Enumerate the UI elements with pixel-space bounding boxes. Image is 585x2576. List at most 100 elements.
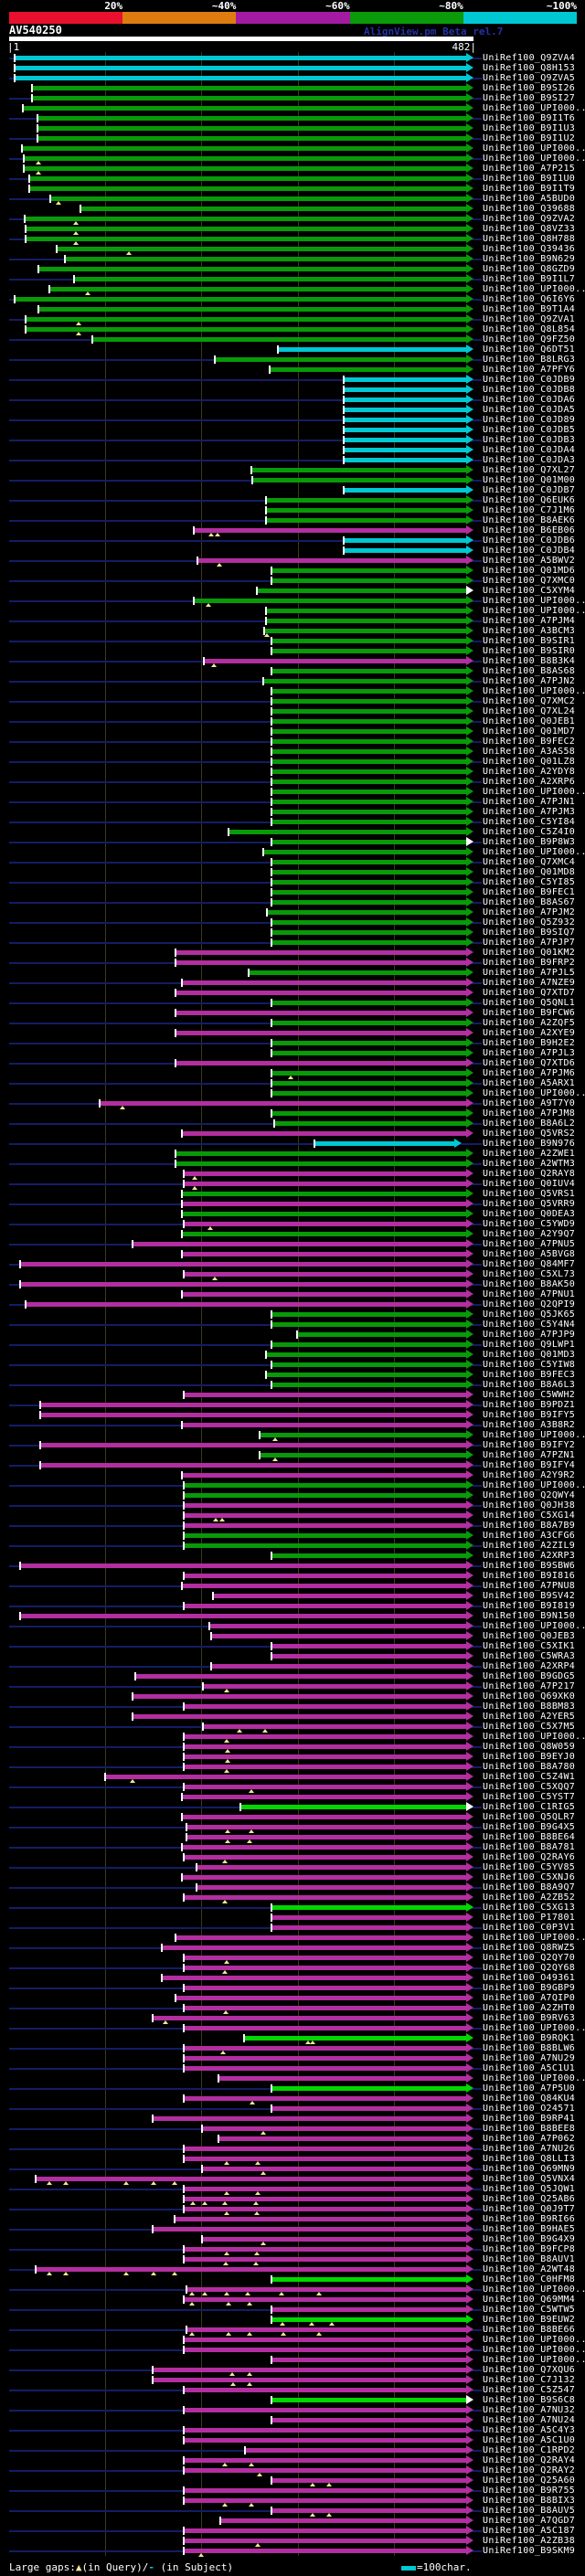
subject-label[interactable]: UniRef100_Q5VRS1 <box>483 1188 576 1199</box>
subject-label[interactable]: UniRef100_A7QGD7 <box>483 2515 576 2526</box>
subject-label[interactable]: UniRef100_B9I1T9 <box>483 183 576 194</box>
alignment-bar[interactable] <box>184 1733 466 1739</box>
subject-label[interactable]: UniRef100_B9RP41 <box>483 2113 576 2124</box>
subject-label[interactable]: UniRef100_Q69MN9 <box>483 2163 576 2174</box>
alignment-bar[interactable] <box>91 336 466 342</box>
alignment-bar[interactable] <box>184 2427 466 2433</box>
subject-label[interactable]: UniRef100_Q8L854 <box>483 323 576 334</box>
alignment-bar[interactable] <box>271 1311 466 1317</box>
alignment-bar[interactable] <box>73 276 466 281</box>
alignment-bar[interactable] <box>271 819 466 824</box>
alignment-bar[interactable] <box>175 1030 466 1035</box>
alignment-bar[interactable] <box>184 2186 466 2191</box>
subject-label[interactable]: UniRef100_B9SKM9 <box>483 2545 576 2556</box>
alignment-bar[interactable] <box>175 1935 466 1940</box>
alignment-bar[interactable] <box>271 1070 466 1076</box>
subject-label[interactable]: UniRef100_C5Z4I0 <box>483 826 576 837</box>
alignment-bar[interactable] <box>344 447 466 452</box>
alignment-bar[interactable] <box>184 1754 466 1759</box>
subject-label[interactable]: UniRef100_A2Y9R2 <box>483 1469 576 1480</box>
subject-label[interactable]: UniRef100_A7PJM6 <box>483 1067 576 1078</box>
subject-label[interactable]: UniRef100_A7PNU5 <box>483 1238 576 1249</box>
alignment-bar[interactable] <box>50 196 466 201</box>
subject-label[interactable]: UniRef100_B8AUV1 <box>483 2253 576 2264</box>
subject-label[interactable]: UniRef100_A3B8R2 <box>483 1419 576 1430</box>
subject-label[interactable]: UniRef100_B9SV42 <box>483 1590 576 1601</box>
alignment-bar[interactable] <box>344 427 466 432</box>
alignment-bar[interactable] <box>271 2357 466 2362</box>
subject-label[interactable]: UniRef100_B9G4X9 <box>483 2233 576 2244</box>
alignment-bar[interactable] <box>37 135 466 141</box>
subject-label[interactable]: UniRef100_Q8RWZ5 <box>483 1942 576 1953</box>
alignment-bar[interactable] <box>182 1231 466 1236</box>
alignment-bar[interactable] <box>182 1472 466 1478</box>
subject-label[interactable]: UniRef100_B8A781 <box>483 1841 576 1852</box>
subject-label[interactable]: UniRef100_Q0DEA3 <box>483 1208 576 1219</box>
alignment-bar[interactable] <box>184 1854 466 1860</box>
alignment-bar[interactable] <box>184 1603 466 1608</box>
alignment-bar[interactable] <box>184 1985 466 1990</box>
subject-label[interactable]: UniRef100_A3CFG6 <box>483 1530 576 1541</box>
subject-label[interactable]: UniRef100_C5XG13 <box>483 1902 576 1913</box>
alignment-bar[interactable] <box>196 1884 466 1890</box>
subject-label[interactable]: UniRef100_C0JDB5 <box>483 424 576 435</box>
subject-label[interactable]: UniRef100_C5XIK1 <box>483 1640 576 1651</box>
alignment-bar[interactable] <box>39 1412 466 1417</box>
subject-label[interactable]: UniRef100_Q01KM2 <box>483 947 576 958</box>
subject-label[interactable]: UniRef100_Q5JK65 <box>483 1309 576 1320</box>
alignment-bar[interactable] <box>270 366 466 372</box>
alignment-bar[interactable] <box>184 2206 466 2211</box>
alignment-bar[interactable] <box>182 980 466 985</box>
alignment-bar[interactable] <box>15 55 466 60</box>
subject-label[interactable]: UniRef100_UPI000.. <box>483 2354 585 2365</box>
subject-label[interactable]: UniRef100_A2XRP3 <box>483 1550 576 1561</box>
subject-label[interactable]: UniRef100_Q2RAY6 <box>483 1851 576 1862</box>
subject-label[interactable]: UniRef100_C5YV85 <box>483 1861 576 1872</box>
subject-label[interactable]: UniRef100_A2YDY8 <box>483 766 576 777</box>
alignment-bar[interactable] <box>265 1352 466 1357</box>
alignment-bar[interactable] <box>100 1100 466 1106</box>
subject-label[interactable]: UniRef100_C0JD89 <box>483 414 576 425</box>
subject-label[interactable]: UniRef100_Q9ZVA2 <box>483 213 576 224</box>
subject-label[interactable]: UniRef100_C5YST7 <box>483 1791 576 1802</box>
alignment-bar[interactable] <box>37 115 466 121</box>
subject-label[interactable]: UniRef100_A7PJM4 <box>483 615 576 626</box>
subject-label[interactable]: UniRef100_Q8GZD9 <box>483 263 576 274</box>
subject-label[interactable]: UniRef100_Q01MD7 <box>483 726 576 737</box>
alignment-bar[interactable] <box>182 1130 466 1136</box>
subject-label[interactable]: UniRef100_UPI000.. <box>483 102 585 113</box>
subject-label[interactable]: UniRef100_Q8LLI3 <box>483 2153 576 2164</box>
subject-label[interactable]: UniRef100_Q7XL24 <box>483 705 576 716</box>
subject-label[interactable]: UniRef100_A7PJN2 <box>483 675 576 686</box>
subject-label[interactable]: UniRef100_B9IFY4 <box>483 1459 576 1470</box>
alignment-bar[interactable] <box>15 65 466 70</box>
subject-label[interactable]: UniRef100_A2ZB38 <box>483 2535 576 2546</box>
alignment-bar[interactable] <box>182 1211 466 1216</box>
subject-label[interactable]: UniRef100_UPI000.. <box>483 1731 585 1742</box>
subject-label[interactable]: UniRef100_Q01MD8 <box>483 866 576 877</box>
alignment-bar[interactable] <box>218 2136 466 2141</box>
alignment-bar[interactable] <box>271 899 466 905</box>
subject-label[interactable]: UniRef100_Q2RAY8 <box>483 1168 576 1179</box>
subject-label[interactable]: UniRef100_Q6I6Y6 <box>483 293 576 304</box>
subject-label[interactable]: UniRef100_A2YER5 <box>483 1711 576 1722</box>
subject-label[interactable]: UniRef100_B8A6L2 <box>483 1118 576 1129</box>
subject-label[interactable]: UniRef100_A2ZWE1 <box>483 1148 576 1159</box>
alignment-bar[interactable] <box>240 1804 466 1809</box>
alignment-bar[interactable] <box>184 1573 466 1578</box>
alignment-bar[interactable] <box>243 2035 466 2041</box>
alignment-bar[interactable] <box>153 2377 466 2382</box>
subject-label[interactable]: UniRef100_O49361 <box>483 1972 576 1983</box>
subject-label[interactable]: UniRef100_A5C187 <box>483 2525 576 2536</box>
subject-label[interactable]: UniRef100_A7PJP9 <box>483 1329 576 1340</box>
subject-label[interactable]: UniRef100_Q25A60 <box>483 2475 576 2486</box>
alignment-bar[interactable] <box>80 206 466 211</box>
alignment-bar[interactable] <box>175 1161 466 1166</box>
alignment-bar[interactable] <box>25 326 466 332</box>
subject-label[interactable]: UniRef100_A7PJP7 <box>483 937 576 948</box>
subject-label[interactable]: UniRef100_Q7XL27 <box>483 464 576 475</box>
alignment-bar[interactable] <box>39 1402 466 1407</box>
alignment-bar[interactable] <box>271 789 466 794</box>
alignment-bar[interactable] <box>184 1492 466 1498</box>
alignment-bar[interactable] <box>182 1251 466 1256</box>
